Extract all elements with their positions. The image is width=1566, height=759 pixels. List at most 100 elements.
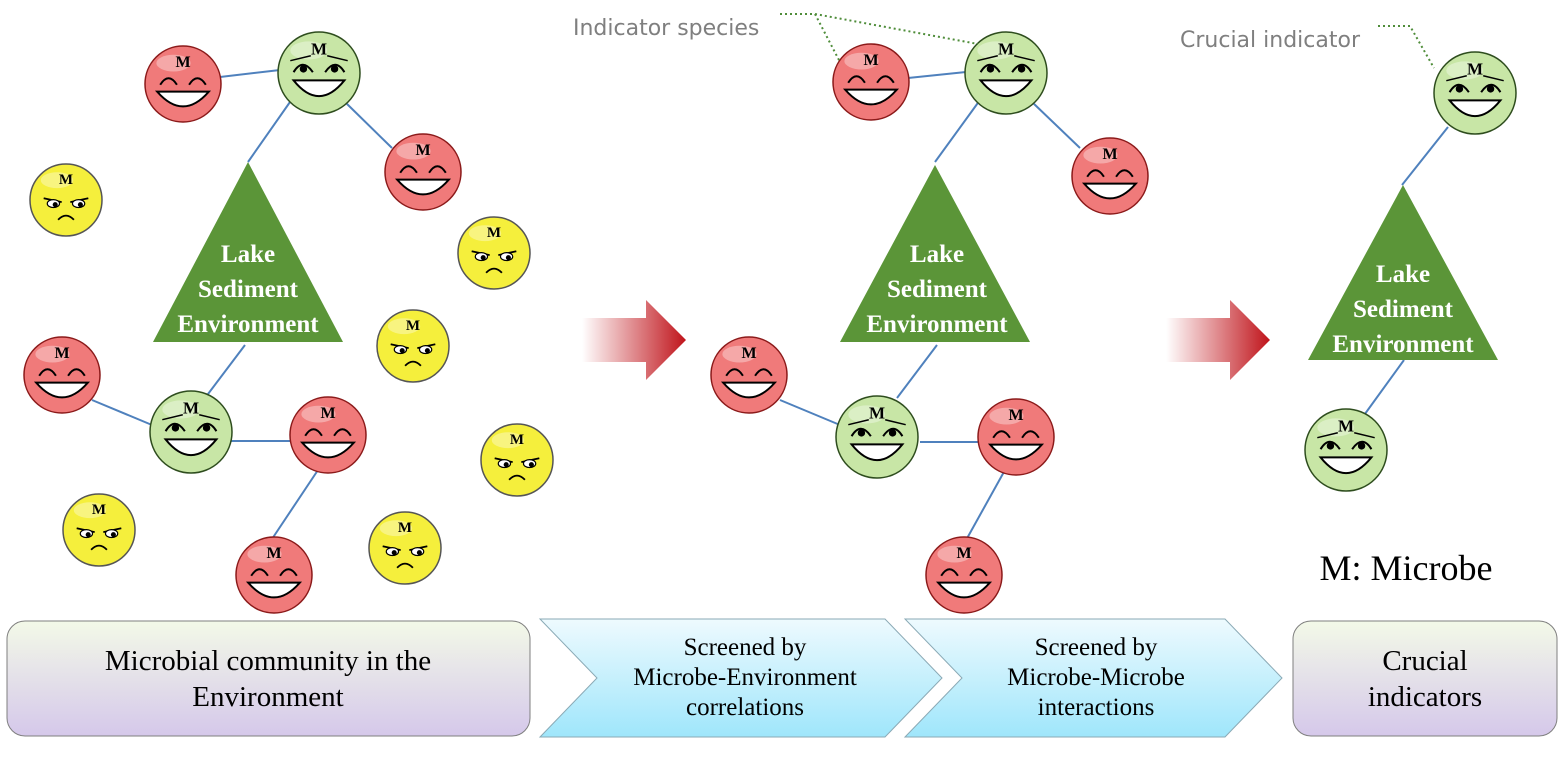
triangle-label-line: Lake (1376, 261, 1430, 288)
network-edge (1361, 359, 1405, 419)
network-edge (934, 99, 981, 163)
triangle-label-line: Environment (866, 311, 1008, 338)
face-circle (62, 493, 136, 567)
sad-face-yellow-icon: M (368, 511, 442, 585)
step-community-text-1: Microbial community in the (105, 645, 431, 677)
step-crucial-text-2: indicators (1368, 681, 1482, 713)
face-highlight (396, 142, 431, 160)
crucial-indicator-label: Crucial indicator (1180, 28, 1361, 53)
step-screen-env-text-2: Microbe-Environment (633, 664, 857, 691)
microbe-letter: M (175, 54, 190, 71)
microbe-letter: M (1102, 146, 1117, 163)
face-highlight (35, 345, 70, 363)
face-circle (964, 31, 1048, 115)
microbe-letter: M (487, 225, 501, 241)
happy-face-green-icon: M (1433, 51, 1517, 135)
network-edge (779, 399, 841, 426)
triangle-label-line: Lake (221, 241, 275, 268)
face-highlight (1446, 61, 1484, 80)
microbe-letter: M (510, 432, 524, 448)
lake-sediment-triangle: Lake Sediment Environment (153, 162, 343, 342)
network-edge (269, 469, 319, 543)
face-circle (1433, 51, 1517, 135)
step-crucial-text-1: Crucial (1382, 645, 1467, 677)
face-circle (368, 511, 442, 585)
step-screen-microbe-text-3: interactions (1038, 694, 1155, 721)
gradient-right-arrow-icon (582, 300, 686, 380)
network-edges (91, 69, 1449, 543)
face-highlight (468, 225, 502, 242)
triangle-label-line: Sediment (198, 276, 299, 303)
face-highlight (247, 545, 282, 563)
face-circle (149, 390, 233, 474)
sad-face-yellow-icon: M (62, 493, 136, 567)
triangle-label-line: Environment (177, 311, 319, 338)
indicator-callout-line-a (780, 13, 841, 63)
sad-face-yellow-icon: M (457, 216, 531, 290)
face-highlight (379, 520, 413, 537)
step-screen-microbe-chevron (903, 618, 1283, 738)
triangle-label-line: Environment (1332, 331, 1474, 358)
face-circle (457, 216, 531, 290)
microbe-letter: M (266, 545, 281, 562)
face-highlight (156, 54, 191, 72)
microbe-letter: M (863, 52, 878, 69)
face-highlight (848, 405, 886, 424)
face-highlight (73, 502, 107, 519)
environment-triangles: Lake Sediment Environment Lake Sediment Envir… (153, 162, 1498, 360)
network-edge (1031, 101, 1081, 149)
crucial-callout-line (1378, 25, 1435, 69)
happy-face-green-icon: M (149, 390, 233, 474)
face-highlight (1083, 146, 1118, 164)
network-edge (907, 71, 967, 79)
legend-text: M: Microbe (1320, 548, 1493, 588)
network-edge (1401, 126, 1449, 186)
triangle-shape (840, 165, 1030, 342)
face-highlight (301, 405, 336, 423)
face-circle (376, 309, 450, 383)
network-edge (896, 344, 938, 399)
face-circle (29, 163, 103, 237)
lake-sediment-triangle: Lake Sediment Environment (840, 165, 1030, 342)
face-circle (977, 398, 1055, 476)
step-screen-env-text-3: correlations (686, 694, 804, 721)
microbe-letter: M (311, 40, 327, 59)
indicator-species-callout: Indicator species (573, 13, 979, 63)
triangle-label-line: Sediment (1353, 296, 1454, 323)
network-edge (247, 101, 291, 163)
laughing-face-red-icon: M (144, 45, 222, 123)
sad-face-yellow-icon: M (480, 423, 554, 497)
microbe-nodes: M M M M M M M M M M M M M M M M M M M M M M (23, 31, 1517, 614)
triangle-shape (1308, 185, 1498, 360)
microbe-letter: M (54, 345, 69, 362)
network-edge (344, 101, 393, 149)
step-community: Microbial community in the Environment (6, 620, 531, 737)
face-highlight (40, 172, 74, 189)
microbe-letter: M (956, 545, 971, 562)
face-circle (384, 133, 462, 211)
face-circle (832, 43, 910, 121)
laughing-face-red-icon: M (384, 133, 462, 211)
face-highlight (989, 407, 1024, 425)
happy-face-green-icon: M (277, 31, 361, 115)
microbe-letter: M (406, 318, 420, 334)
network-edge (219, 69, 281, 78)
face-highlight (491, 432, 525, 449)
lake-sediment-triangle: Lake Sediment Environment (1308, 185, 1498, 360)
triangle-shape (153, 162, 343, 342)
microbe-letter: M (92, 502, 106, 518)
step-community-box (6, 620, 531, 737)
microbe-letter: M (59, 172, 73, 188)
microbe-letter: M (741, 345, 756, 362)
laughing-face-red-icon: M (289, 396, 367, 474)
microbe-letter: M (183, 399, 199, 418)
step-screen-microbe-text-1: Screened by (1035, 634, 1158, 661)
laughing-face-red-icon: M (832, 43, 910, 121)
face-circle (235, 536, 313, 614)
face-highlight (1317, 418, 1355, 437)
laughing-face-red-icon: M (235, 536, 313, 614)
step-screen-env: Screened by Microbe-Environment correlat… (538, 618, 943, 738)
microbe-letter: M (398, 520, 412, 536)
laughing-face-red-icon: M (977, 398, 1055, 476)
